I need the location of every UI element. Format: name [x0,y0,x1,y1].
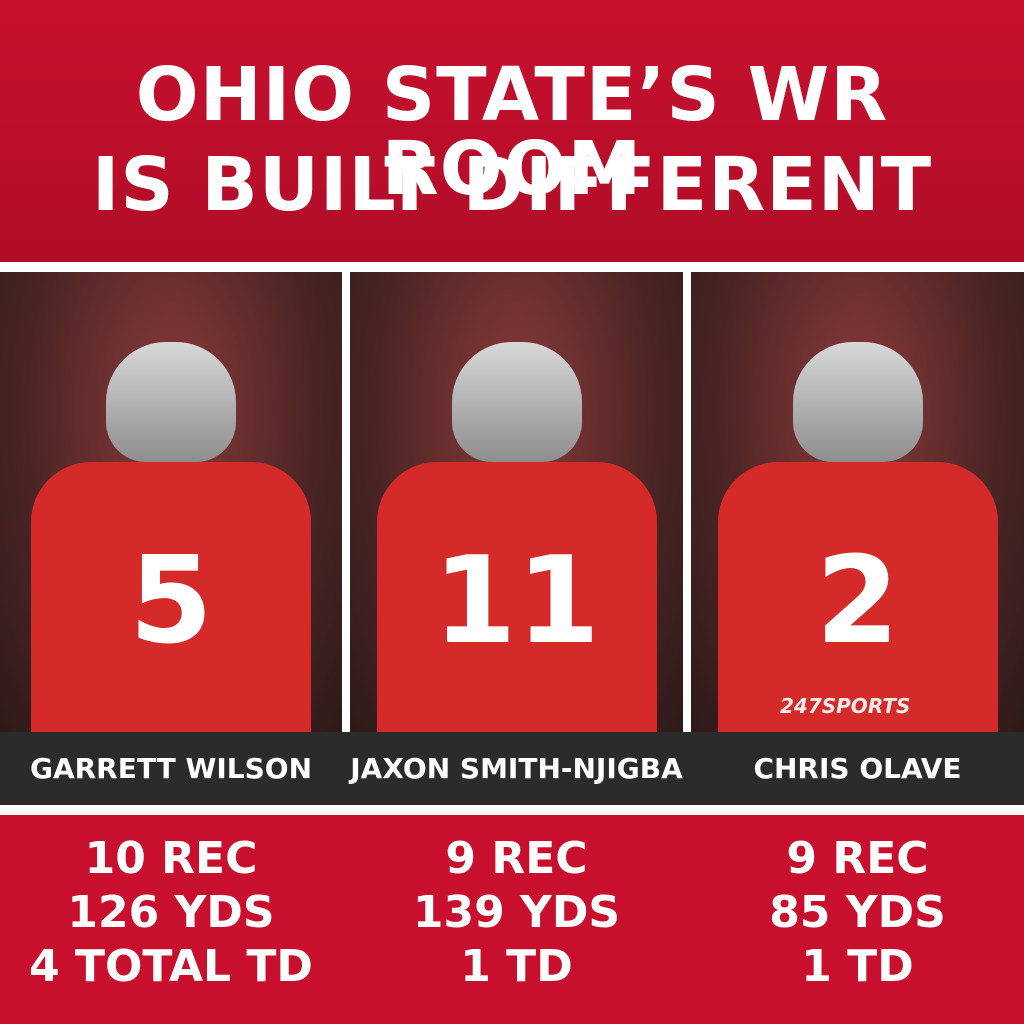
jersey-body [717,462,998,732]
stat-line: 9 REC [786,833,929,884]
jersey-number: 5 [129,532,213,671]
stats-band [0,815,1024,1024]
stat-line: 4 TOTAL TD [29,941,313,992]
player-photo: 5 [0,272,342,732]
title-line: OHIO STATE’S WR ROOM [135,52,889,212]
helmet [106,342,236,462]
stat-line: 9 REC [445,833,588,884]
jersey-number: 2 [815,532,900,671]
jersey-number: 11 [433,532,600,671]
stat-line: 85 YDS [769,887,946,938]
stat-line: 10 REC [84,833,258,884]
jersey-body [31,462,311,732]
name-bar [0,732,1024,805]
player-photo: 11 [350,272,683,732]
stat-line: 126 YDS [67,887,275,938]
player-name: CHRIS OLAVE [753,752,962,785]
watermark: 247SPORTS [780,694,911,718]
stat-line: 1 TD [460,941,573,992]
player-name: GARRETT WILSON [29,752,313,785]
stat-line: 1 TD [801,941,914,992]
jersey-body [376,462,657,732]
stat-line: 139 YDS [412,887,621,938]
helmet [792,342,923,462]
title-line: IS BUILT DIFFERENT [91,142,933,228]
player-photo: 2 [691,272,1024,732]
player-name: JAXON SMITH-NJIGBA [350,752,683,785]
helmet [451,342,582,462]
header: OHIO STATE’S WR ROOM IS BUILT DIFFERENT [0,0,1024,262]
